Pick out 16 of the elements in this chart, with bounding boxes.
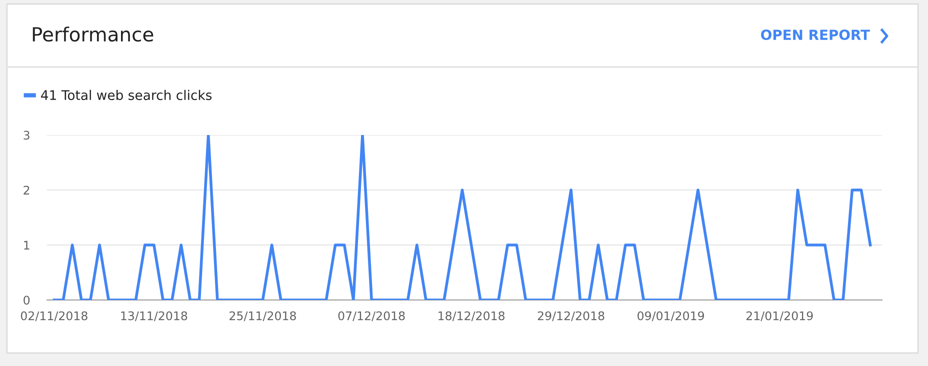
y-tick-label: 0 — [24, 296, 30, 305]
chart-title: Performance — [32, 26, 154, 42]
text: OPEN REPORT — [761, 30, 870, 40]
x-tick-label: 18/12/2018 — [438, 311, 505, 322]
x-tick-label: 09/01/2019 — [638, 311, 704, 322]
y-tick-label: 3 — [24, 130, 30, 140]
x-tick-label: 07/12/2018 — [338, 311, 405, 322]
line-series — [52, 135, 872, 300]
y-tick-label: 1 — [24, 240, 30, 250]
x-tick-label: 29/12/2018 — [538, 311, 604, 322]
x-tick-label: 21/01/2019 — [746, 311, 813, 322]
y-tick-label: 2 — [24, 186, 30, 194]
x-tick-label: 02/11/2018 — [20, 311, 88, 322]
x-tick-label: 13/11/2018 — [121, 311, 188, 322]
x-tick-label: 25/11/2018 — [230, 311, 296, 322]
legend-label: 41 Total web search clicks — [41, 90, 212, 100]
